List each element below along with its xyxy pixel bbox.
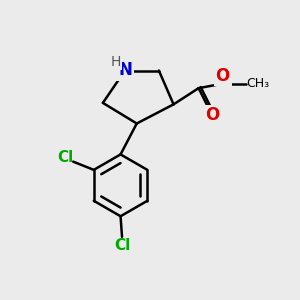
- Text: CH₃: CH₃: [247, 77, 270, 90]
- Text: Cl: Cl: [58, 150, 74, 165]
- Text: Cl: Cl: [114, 238, 130, 253]
- Text: O: O: [216, 67, 230, 85]
- Text: O: O: [205, 106, 219, 124]
- Text: H: H: [110, 55, 121, 69]
- Text: N: N: [118, 61, 132, 80]
